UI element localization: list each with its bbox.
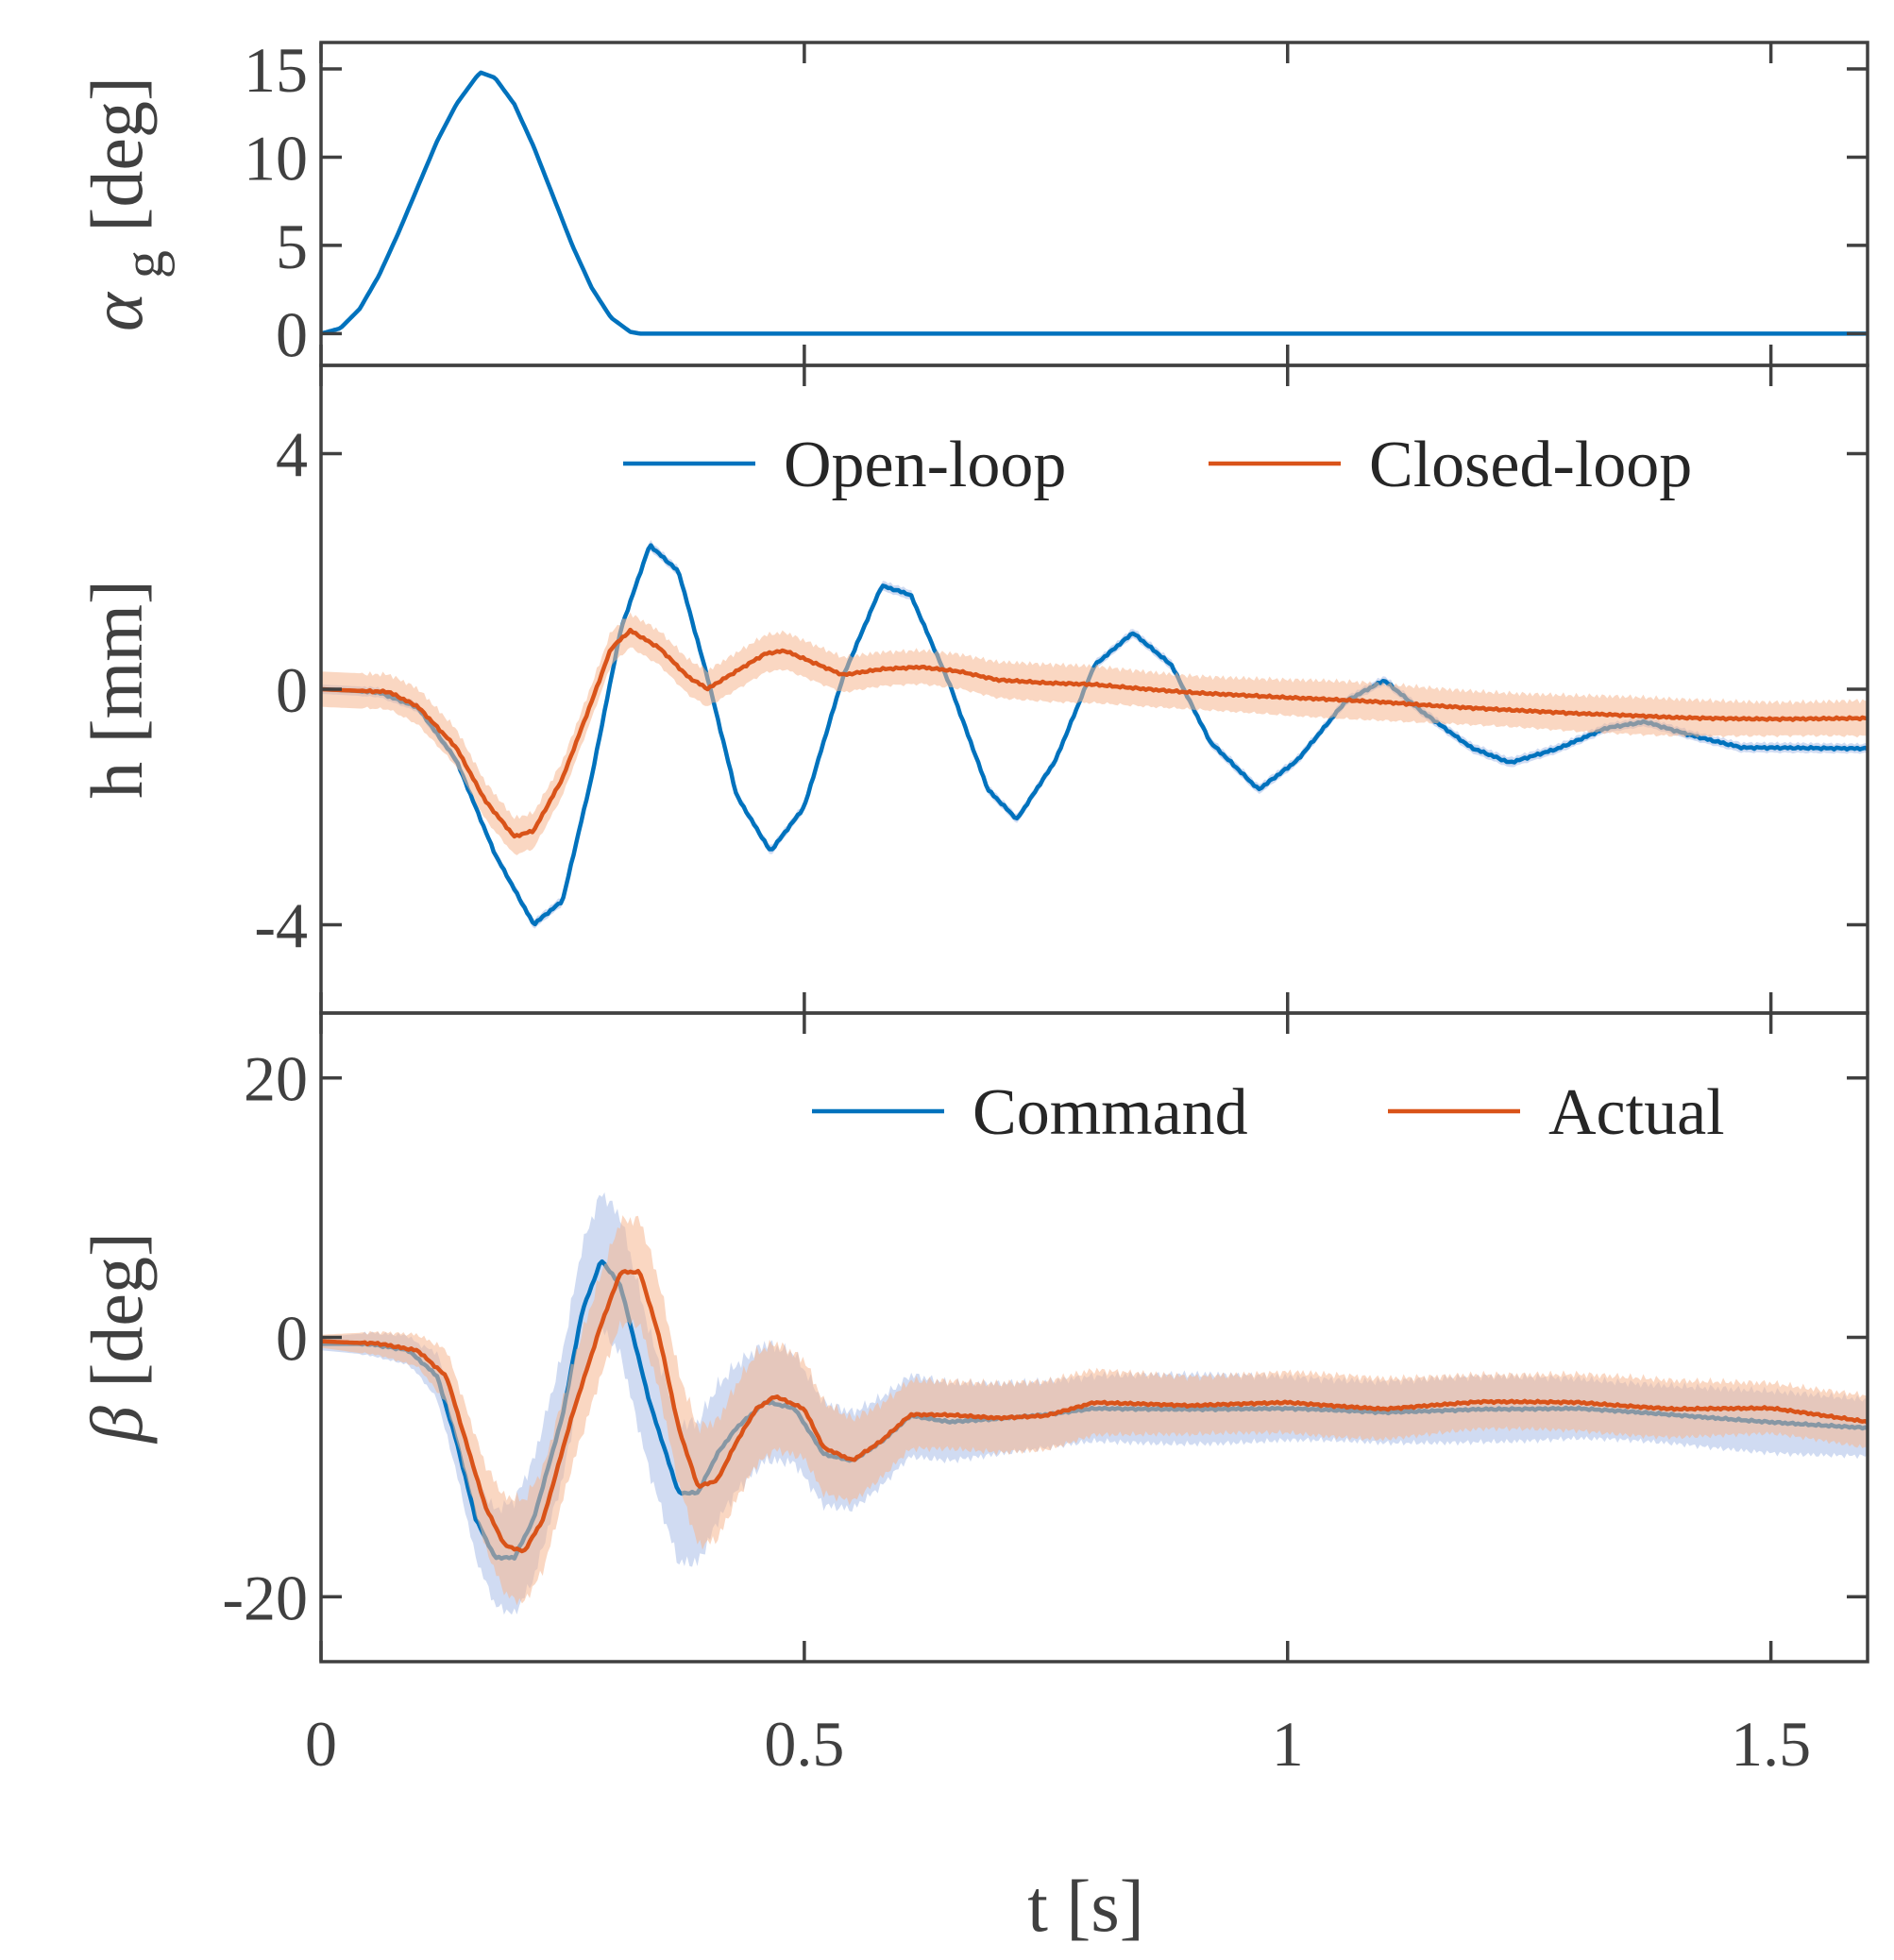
y-tick-label: 10 [244,122,308,194]
confidence-band-actual [321,1215,1868,1606]
series-line-closed-loop [321,627,1868,839]
y-axis-label: h [mm] [76,580,158,799]
plot-area-2 [321,539,1868,929]
x-tick-label: 1.5 [1731,1708,1811,1780]
y-axis-label: α g [deg] [76,76,175,331]
y-tick-label: 20 [244,1043,308,1115]
panel-3: -20 0 20 β [deg] Command Actual 0 0.5 1 1.5 [76,1011,1869,1780]
legend-entry-open-loop: Open-loop [623,429,1066,501]
panel-1: 0 5 10 15 α g [deg] [76,34,1869,370]
confidence-band-closed-loop [321,612,1868,855]
legend-entry-closed-loop: Closed-loop [1209,429,1692,501]
legend-entry-actual: Actual [1388,1076,1725,1149]
x-tick-label: 0 [305,1708,337,1780]
y-tick-label: 5 [276,211,308,282]
legend-label: Command [972,1076,1248,1149]
y-tick-label: 15 [244,34,308,106]
series-line-actual [321,1268,1868,1554]
legend-label: Actual [1548,1076,1725,1149]
axes-frame-1 [319,41,1869,367]
y-axis-label: β [deg] [76,1232,158,1445]
panel-2: -4 0 4 h [mm] Open-loop Closed-loop [76,363,1869,1015]
plot-area-3 [321,1191,1868,1615]
y-tick-label: 0 [276,1303,308,1375]
x-axis-label: t [s] [1027,1865,1143,1947]
y-tick-label: 0 [276,654,308,726]
legend-label: Open-loop [784,429,1066,501]
legend-label: Closed-loop [1369,429,1692,501]
y-tick-label: -20 [222,1562,308,1633]
y-tick-label: 0 [276,298,308,370]
y-tick-label: 4 [276,419,308,491]
x-tick-label: 1 [1272,1708,1304,1780]
plot-area-1 [321,70,1868,336]
confidence-band-open-loop [321,539,1868,929]
series-line-open-loop [321,543,1868,927]
x-tick-label: 0.5 [764,1708,844,1780]
y-tick-label: -4 [254,889,308,961]
series-line-alpha-g [321,70,1868,336]
legend-entry-command: Command [812,1076,1248,1149]
